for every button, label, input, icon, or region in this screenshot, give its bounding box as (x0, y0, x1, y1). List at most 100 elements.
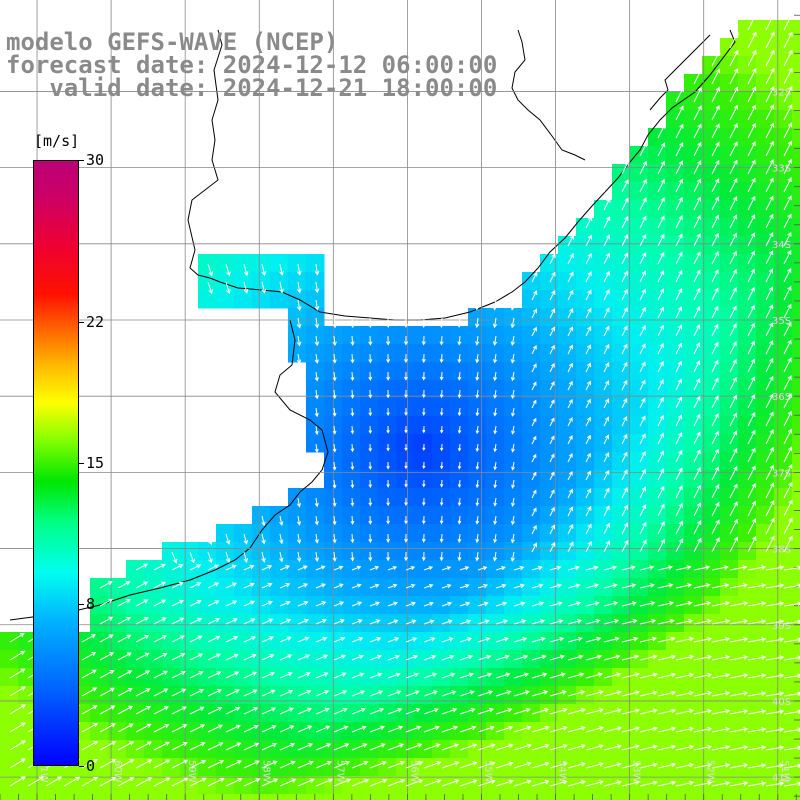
field-cell (666, 794, 685, 800)
wind-arrow (117, 616, 132, 625)
field-cell (630, 290, 649, 309)
field-cell (558, 272, 577, 291)
wind-arrow (585, 565, 599, 571)
wind-arrow (639, 762, 659, 769)
field-cell (360, 542, 379, 561)
field-cell (684, 722, 703, 741)
wind-arrow (189, 724, 206, 733)
field-cell (738, 74, 757, 93)
field-cell (396, 596, 415, 615)
wind-arrow (567, 707, 586, 715)
field-cell (414, 560, 433, 579)
field-cell (432, 380, 451, 399)
wind-arrow (297, 654, 311, 661)
wind-arrow (457, 407, 462, 417)
field-cell (360, 452, 379, 471)
field-cell (396, 722, 415, 741)
latitude-label: 39S (772, 621, 791, 632)
wind-arrow (729, 31, 739, 49)
wind-arrow (332, 515, 337, 526)
wind-arrow (171, 741, 188, 751)
field-cell (576, 506, 595, 525)
wind-arrow (729, 250, 737, 265)
field-cell (774, 650, 793, 669)
wind-arrow (585, 344, 592, 355)
wind-arrow (549, 601, 563, 607)
field-cell (360, 686, 379, 705)
field-cell (378, 506, 397, 525)
wind-arrow (693, 449, 701, 463)
field-cell (36, 776, 55, 795)
wind-arrow (369, 725, 386, 733)
field-cell (108, 632, 127, 651)
field-cell (162, 740, 181, 759)
field-cell (342, 614, 361, 633)
field-cell (738, 470, 757, 489)
wind-arrow (440, 461, 444, 470)
field-cell (522, 740, 541, 759)
field-cell (774, 668, 793, 687)
wind-arrow (765, 691, 785, 697)
wind-arrow (765, 357, 774, 373)
wind-arrow (657, 583, 674, 589)
wind-arrow (747, 745, 767, 751)
field-cell (774, 632, 793, 651)
wind-arrow (510, 371, 515, 382)
field-cell (396, 506, 415, 525)
wind-arrow (279, 281, 284, 294)
field-cell (504, 794, 523, 800)
wind-arrow (711, 178, 720, 193)
wind-arrow (207, 777, 225, 787)
field-cell (594, 218, 613, 237)
field-cell (378, 722, 397, 741)
wind-arrow (387, 672, 401, 679)
field-cell (432, 362, 451, 381)
field-cell (702, 146, 721, 165)
wind-arrow (639, 565, 655, 571)
wind-arrow (510, 389, 515, 400)
field-cell (414, 344, 433, 363)
field-cell (126, 614, 145, 633)
wind-arrow (495, 761, 514, 769)
wind-arrow (332, 551, 337, 562)
field-cell (432, 596, 451, 615)
field-cell (360, 488, 379, 507)
field-cell (288, 794, 307, 800)
field-cell (666, 272, 685, 291)
field-cell (666, 614, 685, 633)
wind-arrow (531, 399, 537, 409)
field-cell (396, 794, 415, 800)
field-cell (234, 542, 253, 561)
wind-vectors (9, 13, 800, 787)
wind-arrow (493, 479, 498, 489)
wind-arrow (693, 342, 701, 355)
field-cell (774, 74, 793, 93)
field-cell (702, 506, 721, 525)
field-cell (720, 434, 739, 453)
field-cell (594, 398, 613, 417)
wind-arrow (639, 780, 659, 787)
wind-arrow (693, 466, 701, 481)
field-cell (558, 290, 577, 309)
wind-arrow (693, 618, 712, 625)
field-cell (756, 506, 775, 525)
field-cell (594, 722, 613, 741)
wind-arrow (639, 343, 646, 355)
field-cell (342, 632, 361, 651)
field-cell (720, 524, 739, 543)
field-cell (594, 758, 613, 777)
wind-arrow (296, 335, 302, 347)
field-cell (558, 326, 577, 345)
field-cell (648, 632, 667, 651)
wind-arrow (441, 566, 452, 571)
field-cell (396, 614, 415, 633)
field-cell (126, 722, 145, 741)
wind-arrow (189, 617, 203, 625)
wind-arrow (675, 690, 695, 697)
wind-arrow (765, 304, 774, 319)
field-cell (126, 632, 145, 651)
field-cell (288, 542, 307, 561)
field-cell (774, 614, 793, 633)
field-cell (216, 740, 235, 759)
field-cell (468, 704, 487, 723)
